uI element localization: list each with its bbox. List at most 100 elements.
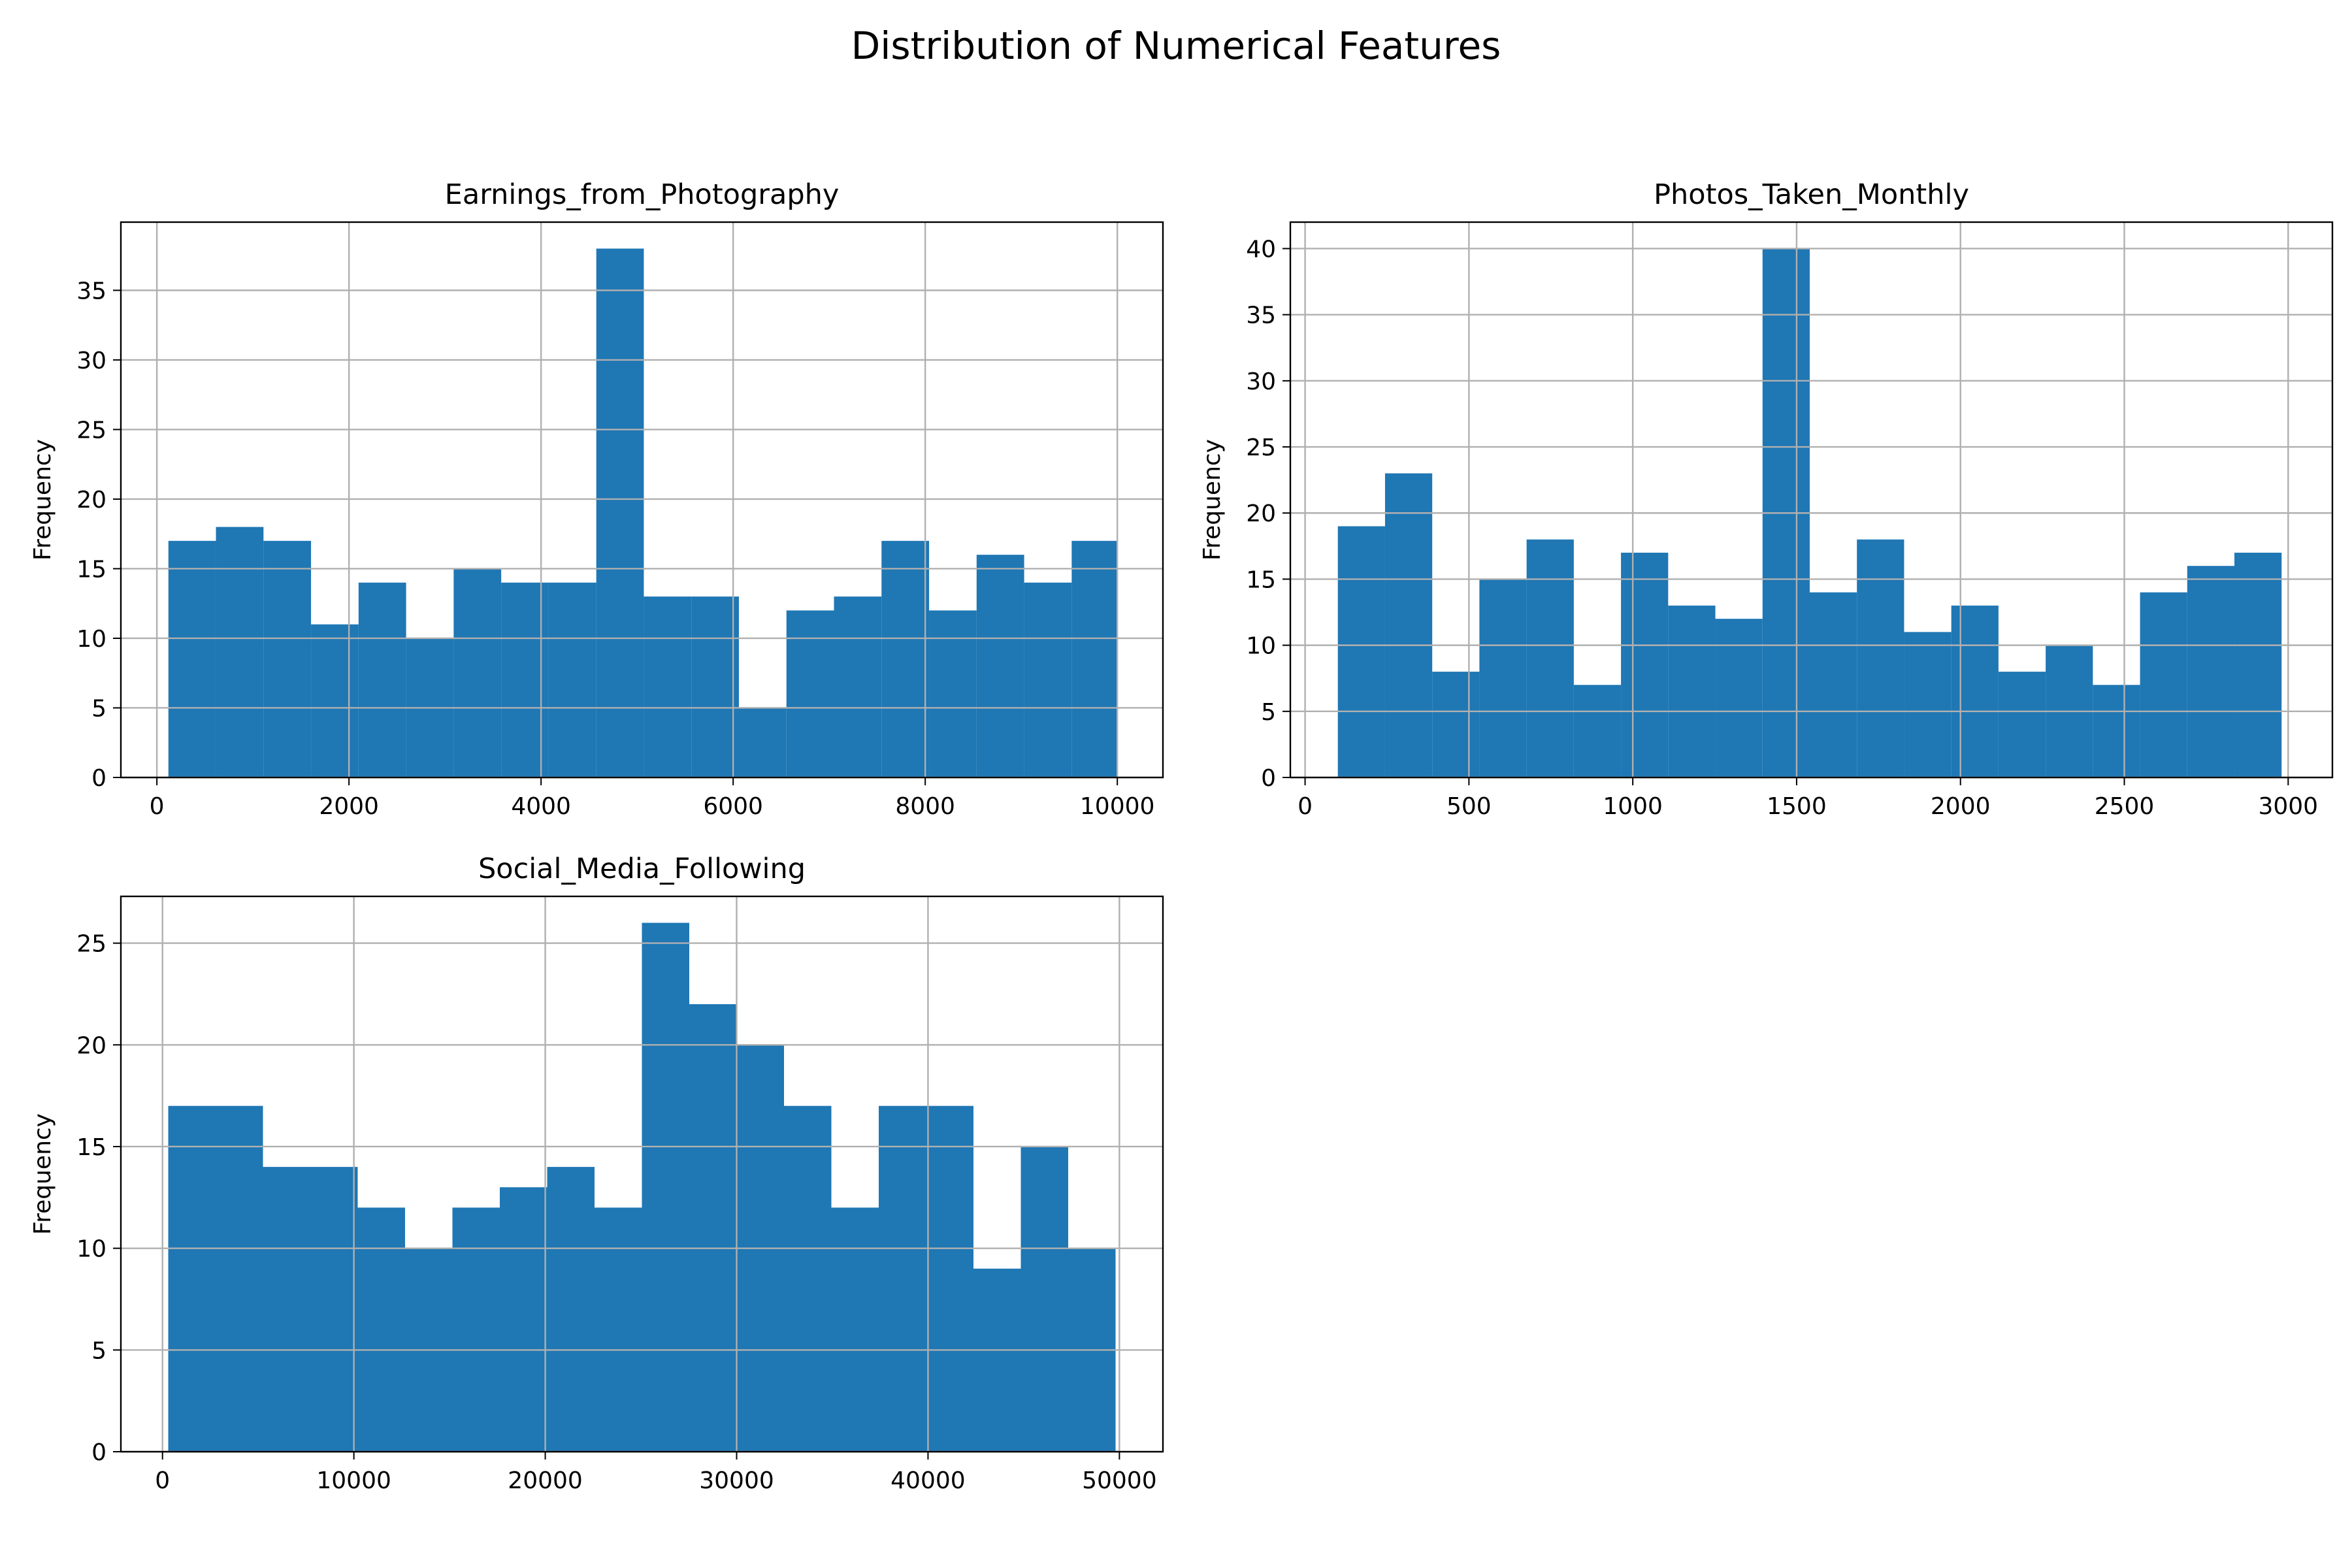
x-tick-label: 10000 [1080, 793, 1155, 820]
histogram-bar [1384, 473, 1433, 777]
x-tick-label: 6000 [703, 793, 763, 820]
histogram-bar [1071, 540, 1118, 777]
axes-frame [120, 221, 1164, 779]
y-tick-label: 10 [1246, 633, 1276, 660]
x-tick-label: 1500 [1767, 793, 1827, 820]
histogram-bar [879, 1105, 926, 1452]
bars [168, 923, 1116, 1452]
y-tick-label: 35 [1246, 302, 1276, 329]
x-tick-label: 0 [155, 1467, 170, 1494]
histogram-bar [2140, 592, 2187, 777]
y-tick-label: 5 [91, 1337, 106, 1364]
histogram-bar [786, 610, 834, 777]
x-tick-label: 2000 [1931, 793, 1991, 820]
histogram-bar [1024, 582, 1072, 777]
histogram-bar [2187, 566, 2235, 777]
bars [168, 248, 1118, 777]
y-tick-label: 5 [1261, 699, 1276, 726]
panel-earnings-from-photography: 0 2000 4000 6000 8000 10000 0 5 10 15 20 25 30 35 Freq… [29, 178, 1164, 820]
y-tick-label: 30 [76, 348, 106, 374]
y-tick-label: 0 [1261, 765, 1276, 792]
subplot-title: Photos_Taken_Monthly [1654, 178, 1969, 211]
histogram-bar [1021, 1146, 1068, 1452]
y-tick-label: 15 [76, 1134, 106, 1161]
histogram-bar [2093, 685, 2140, 777]
histogram-bar [216, 527, 264, 777]
histogram-bar [596, 248, 644, 777]
histogram-bar [976, 555, 1024, 777]
histogram-bar [216, 1105, 263, 1452]
x-tick-label: 20000 [508, 1467, 583, 1494]
x-tick-label: 10000 [316, 1467, 391, 1494]
y-axis: 0 5 10 15 20 25 30 35 40 [1246, 236, 1290, 792]
histogram-bar [1432, 672, 1480, 777]
histogram-bar [1621, 552, 1669, 777]
histogram-bar [168, 1105, 216, 1452]
x-axis: 0 500 1000 1500 2000 2500 3000 [1298, 777, 2318, 820]
grid [1290, 222, 2332, 779]
histogram-bar [263, 540, 312, 777]
y-tick-label: 20 [1246, 500, 1276, 527]
subplot-title: Social_Media_Following [478, 853, 806, 885]
histogram-bar [500, 1187, 547, 1452]
histogram-bar [642, 923, 689, 1452]
y-axis-label: Frequency [29, 1113, 56, 1235]
histogram-bar [452, 1207, 500, 1452]
y-tick-label: 10 [76, 626, 106, 653]
x-tick-label: 2000 [319, 793, 379, 820]
x-tick-label: 2500 [2095, 793, 2155, 820]
y-tick-label: 25 [76, 931, 106, 958]
y-tick-label: 10 [76, 1236, 106, 1263]
y-axis: 0 5 10 15 20 25 30 35 [76, 278, 121, 792]
y-tick-label: 25 [76, 417, 106, 444]
histogram-bar [691, 596, 739, 777]
y-tick-label: 25 [1246, 434, 1276, 461]
histogram-bar [831, 1207, 879, 1452]
y-tick-label: 35 [76, 278, 106, 304]
histogram-bar [357, 1207, 405, 1452]
y-axis: 0 5 10 15 20 25 [76, 931, 121, 1466]
histogram-bar [1857, 539, 1904, 777]
x-tick-label: 0 [150, 793, 165, 820]
histogram-bar [168, 540, 216, 777]
panel-social-media-following: 0 10000 20000 30000 40000 50000 0 5 10 15 20 25 Freq… [29, 853, 1164, 1494]
histogram-bar [929, 610, 977, 777]
histogram-bar [548, 582, 596, 777]
histogram-bar [973, 1268, 1021, 1452]
histogram-bar [784, 1105, 832, 1452]
histogram-bar [689, 1004, 737, 1452]
x-tick-label: 4000 [511, 793, 571, 820]
subplot-title: Earnings_from_Photography [445, 178, 840, 211]
histogram-bar [358, 582, 406, 777]
histogram-bar [311, 624, 359, 777]
histogram-bar [453, 568, 502, 777]
histogram-bar [1951, 605, 1999, 777]
axes-frame [1289, 221, 2334, 779]
histogram-bar [738, 708, 787, 777]
y-tick-label: 40 [1246, 236, 1276, 263]
histogram-bar [1998, 672, 2046, 777]
histogram-bar [1668, 605, 1716, 777]
panel-photos-taken-monthly: 0 500 1000 1500 2000 2500 3000 0 5 10 15 20 25 30 35 40… [1199, 178, 2334, 820]
histogram-bar [1337, 526, 1385, 777]
y-axis-label: Frequency [29, 439, 56, 561]
y-tick-label: 0 [91, 1439, 106, 1466]
histogram-bar [1573, 685, 1622, 777]
figure-title: Distribution of Numerical Features [851, 24, 1501, 68]
x-tick-label: 500 [1446, 793, 1492, 820]
x-tick-label: 50000 [1082, 1467, 1157, 1494]
histogram-bar [1809, 592, 1857, 777]
histogram-bar [547, 1167, 595, 1452]
x-tick-label: 40000 [890, 1467, 966, 1494]
y-tick-label: 5 [91, 695, 106, 722]
histogram-bar [644, 596, 692, 777]
histogram-bar [2234, 552, 2282, 777]
histogram-bar [1904, 632, 1952, 777]
x-tick-label: 1000 [1603, 793, 1663, 820]
x-axis: 0 2000 4000 6000 8000 10000 [150, 777, 1155, 820]
x-axis: 0 10000 20000 30000 40000 50000 [155, 1452, 1157, 1494]
x-tick-label: 8000 [895, 793, 955, 820]
histogram-bar [1479, 579, 1527, 777]
